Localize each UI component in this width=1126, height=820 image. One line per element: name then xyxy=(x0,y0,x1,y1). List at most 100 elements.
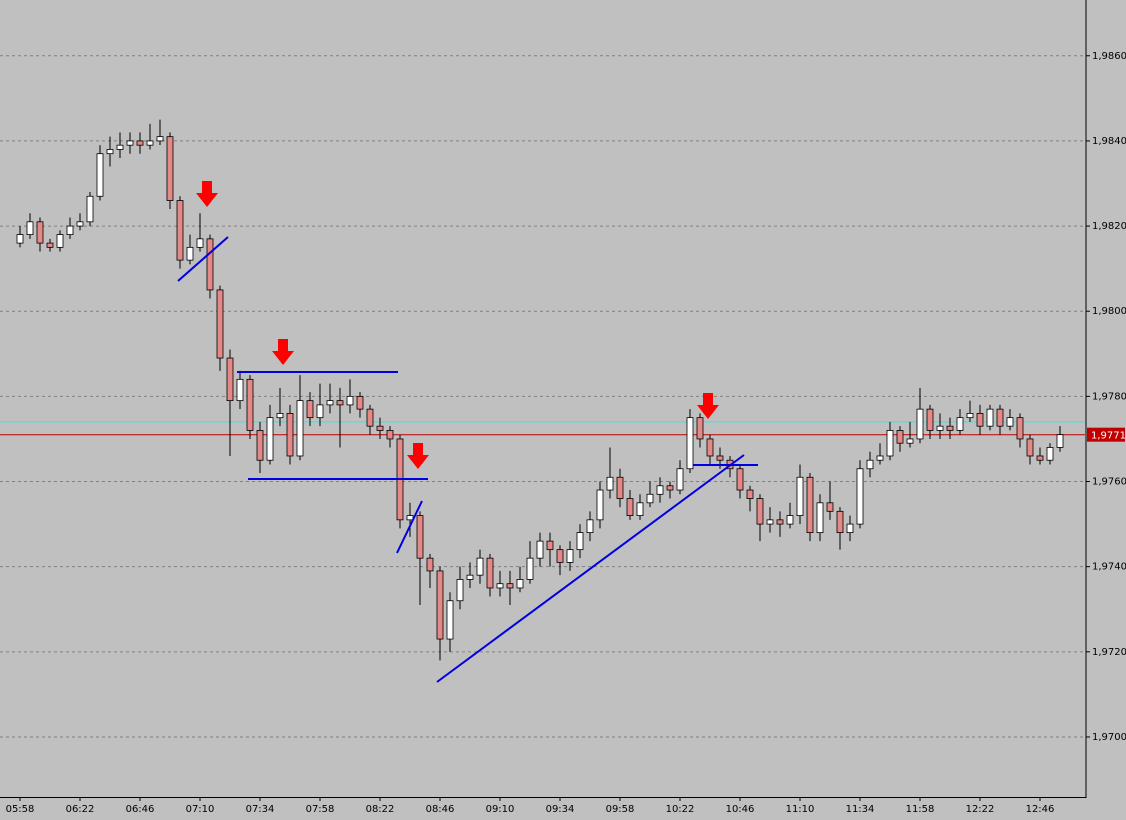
y-tick-label: 1,9800 xyxy=(1092,306,1126,317)
candle-body xyxy=(1026,438,1034,457)
candle-body xyxy=(756,498,764,525)
candle-body xyxy=(876,455,884,461)
y-tick-label: 1,9740 xyxy=(1092,562,1126,573)
candle-body xyxy=(926,408,934,431)
candle-body xyxy=(506,583,514,589)
candle-body xyxy=(26,221,34,235)
candle-body xyxy=(996,408,1004,427)
candle-body xyxy=(806,476,814,534)
candle-body xyxy=(276,413,284,419)
price-axis-panel xyxy=(1086,0,1126,820)
candle-body xyxy=(166,136,174,201)
candle-body xyxy=(86,195,94,223)
candle-body xyxy=(656,485,664,495)
candle-body xyxy=(526,557,534,580)
candle-body xyxy=(816,502,824,534)
down-arrow xyxy=(272,339,294,365)
candle-body xyxy=(156,136,164,142)
down-arrow xyxy=(697,393,719,419)
candle-body xyxy=(516,579,524,589)
candle-body xyxy=(596,489,604,521)
candle-body xyxy=(776,519,784,525)
candle-body xyxy=(196,238,204,248)
candle-body xyxy=(826,502,834,512)
candle-body xyxy=(796,476,804,516)
candle-body xyxy=(106,149,114,155)
candle-body xyxy=(206,238,214,291)
candle-body xyxy=(296,400,304,457)
reference-lines xyxy=(0,421,1085,436)
y-tick-label: 1,9820 xyxy=(1092,221,1126,232)
candle-body xyxy=(586,519,594,534)
candle-body xyxy=(1046,447,1054,461)
candle-body xyxy=(436,570,444,640)
trend-line xyxy=(436,454,745,683)
candle-body xyxy=(676,468,684,491)
candle-body xyxy=(786,515,794,525)
x-tick-label: 11:34 xyxy=(846,804,875,815)
candle-body xyxy=(1016,417,1024,440)
x-tick-label: 05:58 xyxy=(6,804,35,815)
y-tick-label: 1,9780 xyxy=(1092,391,1126,402)
candle-body xyxy=(46,242,54,248)
x-tick-label: 07:34 xyxy=(246,804,275,815)
x-tick-label: 12:22 xyxy=(966,804,995,815)
axes: 1,9700 1,9720 1,9740 1,9760 1,9780 1,9800 1,98… xyxy=(6,51,1126,815)
candle-body xyxy=(746,489,754,499)
candle-body xyxy=(176,200,184,261)
candle-body xyxy=(76,221,84,227)
x-tick-label: 10:46 xyxy=(726,804,755,815)
candle-body xyxy=(356,395,364,410)
candle-body xyxy=(326,400,334,406)
candle-body xyxy=(856,468,864,525)
x-tick-label: 10:22 xyxy=(666,804,695,815)
candle-body xyxy=(36,221,44,244)
candle-body xyxy=(146,140,154,146)
candle-body xyxy=(626,498,634,516)
candle-body xyxy=(246,378,254,431)
candle-body xyxy=(886,430,894,457)
candle-body xyxy=(386,430,394,440)
candle-body xyxy=(736,468,744,491)
candle-body xyxy=(66,225,74,235)
candle-body xyxy=(916,408,924,440)
candle-body xyxy=(546,540,554,551)
down-arrow xyxy=(407,443,429,469)
candle-body xyxy=(456,579,464,602)
y-tick-label: 1,9840 xyxy=(1092,136,1126,147)
x-tick-label: 07:10 xyxy=(186,804,215,815)
annotations xyxy=(177,236,758,683)
candle-body xyxy=(226,357,234,402)
candle-body xyxy=(706,438,714,457)
candle-body xyxy=(906,438,914,444)
candle-body xyxy=(1056,434,1064,448)
candle-body xyxy=(966,413,974,419)
candle-body xyxy=(126,140,134,146)
candle-body xyxy=(836,510,844,534)
candle-body xyxy=(56,234,64,248)
candle-body xyxy=(976,413,984,427)
y-tick-label: 1,9720 xyxy=(1092,647,1126,658)
x-tick-label: 08:46 xyxy=(426,804,455,815)
candle-body xyxy=(766,519,774,525)
candle-body xyxy=(1036,455,1044,461)
candle-body xyxy=(346,395,354,406)
candle-body xyxy=(366,408,374,427)
candle-body xyxy=(636,502,644,516)
candle-body xyxy=(96,153,104,197)
x-tick-label: 08:22 xyxy=(366,804,395,815)
candle-body xyxy=(406,515,414,521)
candle-body xyxy=(896,430,904,444)
candle-body xyxy=(256,430,264,461)
price-marker xyxy=(1087,427,1125,442)
candle-body xyxy=(696,417,704,440)
candle-body xyxy=(606,476,614,491)
x-tick-label: 12:46 xyxy=(1026,804,1055,815)
candle-body xyxy=(956,417,964,431)
candle-body xyxy=(716,455,724,461)
candle-body xyxy=(536,540,544,559)
candle-body xyxy=(376,425,384,431)
x-tick-label: 11:10 xyxy=(786,804,815,815)
candle-body xyxy=(466,574,474,580)
